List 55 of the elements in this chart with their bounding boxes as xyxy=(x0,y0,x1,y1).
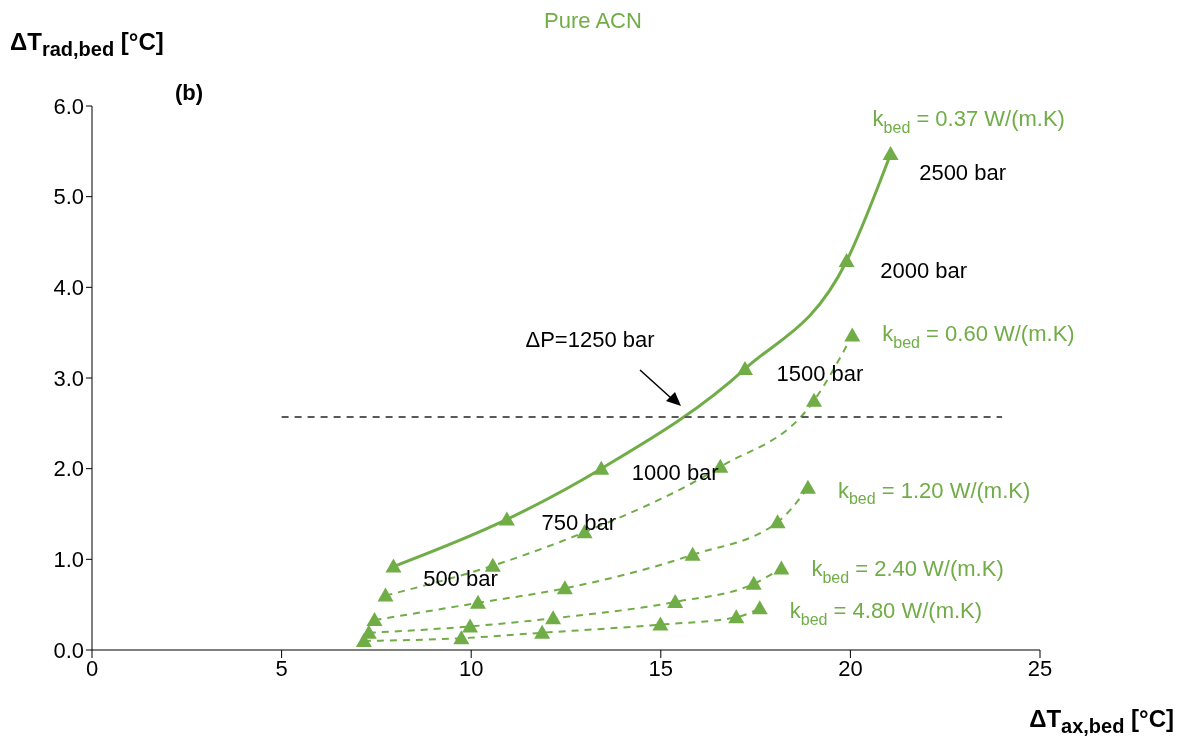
x-tick-label: 15 xyxy=(648,655,674,681)
y-axis-title: ΔT$_{rad,bed}$ [°C] xyxy=(10,28,164,61)
point xyxy=(534,624,551,639)
point xyxy=(684,546,701,561)
point xyxy=(453,630,470,645)
point xyxy=(736,360,753,375)
x-tick-label: 25 xyxy=(1027,655,1053,681)
annotation: 1000 bar xyxy=(631,459,719,485)
y-tick-label: 1.0 xyxy=(53,547,84,573)
x-tick-label: 10 xyxy=(458,655,484,681)
point xyxy=(882,146,899,161)
point xyxy=(799,479,816,494)
point xyxy=(355,632,372,647)
point xyxy=(745,575,762,590)
point xyxy=(498,511,515,526)
point xyxy=(773,560,790,575)
series-label: k$_{bed}$ = 2.40 W/(m.K) xyxy=(811,556,1004,587)
series-label: k$_{bed}$ = 4.80 W/(m.K) xyxy=(789,598,983,629)
annotation: 500 bar xyxy=(423,565,498,591)
point xyxy=(462,618,479,633)
point xyxy=(556,580,573,595)
point xyxy=(652,616,669,631)
y-tick-label: 2.0 xyxy=(53,456,84,482)
series-label: k$_{bed}$ = 1.20 W/(m.K) xyxy=(837,477,1031,508)
point xyxy=(385,558,402,573)
x-tick-label: 5 xyxy=(275,655,288,681)
point xyxy=(470,594,487,609)
point xyxy=(728,609,745,624)
point xyxy=(545,610,562,625)
x-axis-title: ΔT$_{ax,bed}$ [°C] xyxy=(1029,705,1174,738)
point xyxy=(751,600,768,615)
y-tick-label: 0.0 xyxy=(53,637,84,663)
point xyxy=(844,327,861,342)
point xyxy=(667,593,684,608)
point xyxy=(593,460,610,475)
y-tick-label: 6.0 xyxy=(53,93,84,119)
annotation: 2000 bar xyxy=(880,258,968,284)
point xyxy=(806,392,822,407)
y-tick-label: 4.0 xyxy=(53,275,84,301)
y-tick-label: 5.0 xyxy=(53,184,84,210)
text: (b) xyxy=(175,80,204,106)
point xyxy=(838,253,855,268)
y-tick-label: 3.0 xyxy=(53,365,84,391)
annotation: 750 bar xyxy=(541,510,617,536)
series-label: k$_{bed}$ = 0.60 W/(m.K) xyxy=(882,321,1075,352)
x-tick-label: 20 xyxy=(838,655,863,681)
chart-title: Pure ACN xyxy=(544,8,642,33)
annotation: 1500 bar xyxy=(776,360,864,386)
x-tick-label: 0 xyxy=(85,655,99,681)
series-label: k$_{bed}$ = 0.37 W/(m.K) xyxy=(872,106,1065,136)
annotation: 2500 bar xyxy=(919,160,1007,186)
annotation: ΔP=1250 bar xyxy=(524,327,656,353)
point xyxy=(366,612,383,627)
point xyxy=(377,587,394,602)
point xyxy=(769,514,786,529)
